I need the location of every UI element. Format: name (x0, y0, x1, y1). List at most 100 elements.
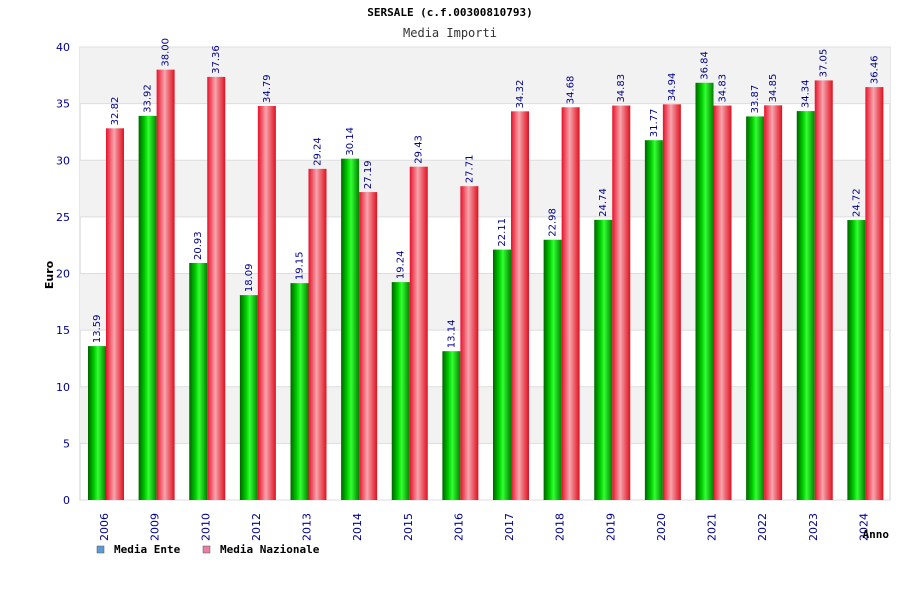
data-label: 36.46 (869, 55, 880, 84)
x-axis-label: Anno (863, 528, 890, 541)
y-axis-label: Euro (43, 260, 56, 289)
bar-media-ente-2006 (88, 346, 106, 500)
data-label: 34.34 (801, 79, 812, 108)
data-label: 18.09 (244, 263, 255, 292)
data-label: 13.59 (92, 314, 103, 343)
data-label: 34.68 (566, 76, 577, 105)
x-tick-label: 2013 (301, 513, 314, 541)
data-labels: 13.59 32.82 33.92 38.00 20.93 37.36 18.09 34.79… (92, 38, 880, 348)
bar-media-ente-2023 (796, 111, 815, 501)
legend-swatch (202, 545, 211, 554)
y-tick-label: 5 (63, 437, 70, 450)
y-tick-label: 35 (56, 98, 70, 111)
bar-media-ente-2024 (847, 220, 866, 500)
bar-media-ente-2016 (442, 351, 461, 500)
y-tick-label: 0 (63, 494, 70, 507)
bar-media-ente-2013 (290, 283, 309, 500)
x-tick-label: 2024 (857, 513, 870, 541)
data-label: 24.74 (598, 188, 609, 217)
data-label: 29.43 (414, 135, 425, 164)
bar-media-nazionale-2020 (662, 104, 681, 500)
x-tick-label: 2014 (351, 513, 364, 541)
y-tick-label: 20 (56, 268, 70, 281)
bar-media-nazionale-2023 (814, 80, 833, 500)
legend: Media Ente Media Nazionale (96, 543, 320, 556)
data-label: 37.36 (211, 45, 222, 74)
data-label: 20.93 (193, 231, 204, 260)
data-label: 19.15 (295, 251, 306, 280)
bar-media-nazionale-2014 (359, 192, 378, 501)
data-label: 38.00 (161, 38, 172, 67)
x-tick-label: 2016 (452, 513, 465, 541)
bar-media-nazionale-2019 (612, 105, 631, 501)
x-tick-label: 2021 (706, 513, 719, 541)
y-tick-label: 15 (56, 324, 70, 337)
bar-media-nazionale-2009 (156, 69, 175, 501)
x-tick-label: 2009 (149, 513, 162, 541)
bar-media-ente-2017 (493, 249, 511, 500)
data-label: 27.71 (464, 155, 475, 184)
bar-media-ente-2019 (594, 219, 613, 500)
bar-media-nazionale-2016 (460, 186, 479, 500)
data-label: 31.77 (649, 109, 660, 138)
data-label: 34.85 (768, 74, 779, 103)
bar-media-ente-2015 (391, 282, 410, 500)
bar-media-nazionale-2018 (561, 107, 580, 501)
bar-media-nazionale-2006 (106, 128, 124, 500)
legend-entry: Media Nazionale (220, 543, 320, 556)
bar-media-ente-2012 (239, 295, 258, 500)
x-tick-label: 2017 (503, 513, 516, 541)
data-label: 36.84 (700, 51, 711, 80)
bar-media-nazionale-2021 (713, 105, 732, 501)
data-label: 24.72 (851, 188, 862, 217)
x-tick-label: 2015 (402, 513, 415, 541)
bar-media-nazionale-2024 (865, 87, 884, 500)
x-tick-label: 2006 (98, 513, 111, 541)
bar-media-ente-2018 (543, 239, 562, 500)
data-label: 22.98 (548, 208, 559, 237)
data-label: 34.79 (262, 74, 273, 103)
data-label: 34.94 (667, 73, 678, 102)
data-label: 37.05 (819, 49, 830, 78)
x-tick-label: 2018 (554, 513, 567, 541)
chart-subtitle: Media Importi (403, 26, 497, 40)
bar-media-ente-2020 (644, 140, 663, 500)
data-label: 33.87 (750, 85, 761, 114)
legend-swatch (96, 545, 105, 554)
y-tick-label: 40 (56, 41, 70, 54)
data-label: 33.92 (143, 84, 154, 113)
bar-media-nazionale-2010 (207, 76, 226, 500)
x-tick-label: 2023 (807, 513, 820, 541)
x-tick-label: 2022 (756, 513, 769, 541)
bar-media-ente-2010 (189, 262, 208, 500)
bar-media-nazionale-2015 (409, 166, 428, 500)
bar-media-ente-2021 (695, 82, 714, 501)
data-label: 27.19 (363, 160, 374, 189)
x-axis-ticks: 2006 2009 2010 2012 2013 2014 2015 2016 2017 2018… (98, 513, 870, 541)
bar-media-ente-2014 (341, 158, 360, 501)
y-tick-label: 30 (56, 154, 70, 167)
y-tick-label: 10 (56, 381, 70, 394)
bar-media-ente-2022 (746, 116, 765, 501)
bars (88, 69, 884, 501)
y-axis-ticks: 0 5 10 15 20 25 30 35 40 (56, 41, 70, 507)
data-label: 34.83 (616, 74, 627, 103)
x-tick-label: 2012 (250, 513, 263, 541)
data-label: 19.24 (396, 250, 407, 279)
legend-entry: Media Ente (114, 543, 181, 556)
bar-media-nazionale-2017 (511, 111, 529, 501)
data-label: 22.11 (497, 218, 508, 247)
data-label: 32.82 (110, 97, 121, 126)
data-label: 29.24 (313, 137, 324, 166)
bar-media-nazionale-2022 (764, 105, 783, 500)
data-label: 34.32 (515, 80, 526, 109)
chart-title: SERSALE (c.f.00300810793) (367, 6, 533, 19)
data-label: 30.14 (345, 127, 356, 156)
bar-media-nazionale-2013 (308, 168, 327, 500)
data-label: 34.83 (718, 74, 729, 103)
x-tick-label: 2020 (655, 513, 668, 541)
x-tick-label: 2019 (604, 513, 617, 541)
y-tick-label: 25 (56, 211, 70, 224)
bar-media-nazionale-2012 (257, 106, 276, 501)
